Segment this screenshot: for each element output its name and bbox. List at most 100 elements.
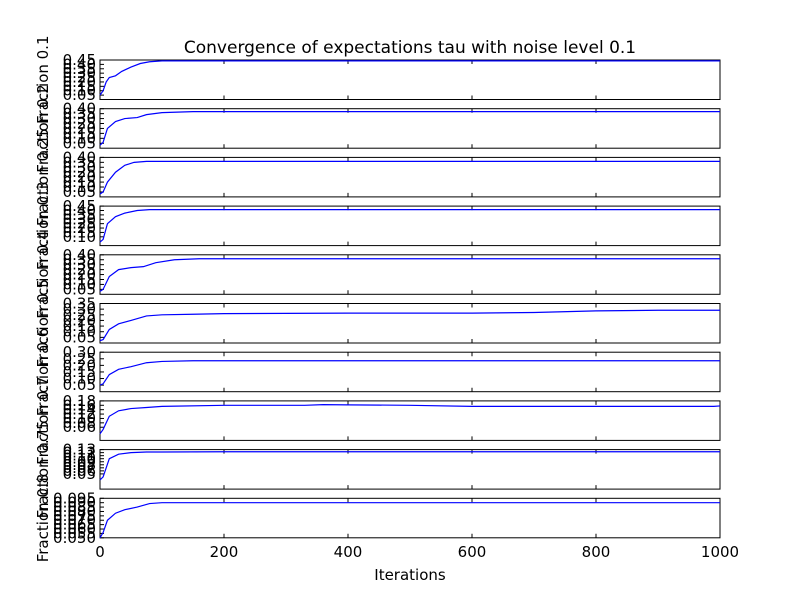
panel-4-y-axis-label: Fraction 0.3	[34, 182, 52, 271]
panel-6-y-tick-label: 0.30	[63, 300, 96, 318]
panel-4-series-line	[99, 209, 720, 243]
panel-3-y-tick-label: 0.10	[63, 178, 96, 196]
panel-6-y-tick-label: 0.10	[63, 323, 96, 341]
panel-3-y-tick-label: 0.40	[63, 148, 96, 166]
panel-7-frame	[99, 351, 721, 393]
panel-7-series-line	[99, 360, 720, 386]
panel-4-y-tick-label: 0.20	[63, 219, 96, 237]
panel-2-y-tick-label: 0.35	[63, 105, 96, 123]
panel-2-series-line	[99, 111, 720, 146]
panel-10-y-tick-label: 0.085	[53, 498, 96, 516]
panel-10-y-tick-label: 0.080	[53, 502, 96, 520]
panel-3-y-tick-label: 0.15	[63, 173, 96, 191]
panel-1-y-tick-label: 0.30	[63, 64, 96, 82]
panel-5-y-tick-label: 0.35	[63, 251, 96, 269]
panel-1-y-tick-label: 0.05	[63, 86, 96, 104]
panel-2-y-tick-label: 0.05	[63, 134, 96, 152]
panel-1-y-axis-label: Fraction 0.1	[34, 36, 52, 125]
panel-5-y-tick-label: 0.05	[63, 280, 96, 298]
panel-10-y-tick-label: 0.090	[53, 494, 96, 512]
panel-6-y-tick-label: 0.35	[63, 295, 96, 313]
panel-1-y-tick-label: 0.20	[63, 73, 96, 91]
panel-2-y-tick-label: 0.25	[63, 115, 96, 133]
panel-5-y-tick-label: 0.15	[63, 270, 96, 288]
panel-6-y-tick-label: 0.15	[63, 317, 96, 335]
panel-2-y-tick-label: 0.15	[63, 124, 96, 142]
panel-7-y-tick-label: 0.10	[63, 370, 96, 388]
x-axis-label: Iterations	[374, 566, 446, 584]
panel-10-y-tick-label: 0.075	[53, 507, 96, 525]
panel-10-y-tick-label: 0.060	[53, 520, 96, 538]
panel-3-y-axis-label: Fraction 0.25	[34, 128, 52, 226]
panel-8-y-tick-label: 0.14	[63, 401, 96, 419]
panel-7-y-tick-label: 0.05	[63, 376, 96, 394]
panel-8-frame	[99, 400, 721, 441]
panel-9-y-tick-label: 0.05	[63, 465, 96, 483]
panel-3-y-tick-label: 0.25	[63, 163, 96, 181]
panel-10-y-axis-label: Fraction 0.8	[34, 474, 52, 563]
panel-10-y-tick-label: 0.095	[53, 489, 96, 507]
panel-2-frame	[99, 108, 721, 149]
panel-4-y-tick-label: 0.45	[63, 197, 96, 215]
panel-7-y-tick-label: 0.20	[63, 356, 96, 374]
panel-5-y-tick-label: 0.20	[63, 266, 96, 284]
panel-2-y-tick-label: 0.30	[63, 110, 96, 128]
panel-1-y-tick-label: 0.10	[63, 82, 96, 100]
panel-5-y-tick-label: 0.30	[63, 256, 96, 274]
panel-5-frame	[99, 254, 721, 295]
panel-3-y-tick-label: 0.20	[63, 168, 96, 186]
panel-9-y-axis-label: Fraction 0.75	[34, 420, 52, 518]
panel-9-series-line	[99, 451, 720, 481]
panel-7-y-tick-label: 0.30	[63, 343, 96, 361]
panel-8-y-tick-label: 0.10	[63, 409, 96, 427]
panel-8-series-line	[99, 404, 721, 435]
panel-3-y-tick-label: 0.05	[63, 183, 96, 201]
panel-8-y-tick-label: 0.18	[63, 392, 96, 410]
panel-6-series-line	[99, 309, 720, 342]
panel-6-y-tick-label: 0.25	[63, 306, 96, 324]
panel-3-y-tick-label: 0.30	[63, 158, 96, 176]
panel-10-frame	[99, 497, 721, 539]
panel-2-y-tick-label: 0.10	[63, 129, 96, 147]
panel-10-y-tick-label: 0.050	[53, 529, 96, 547]
x-axis: 0 200 400 600 800 1000	[95, 543, 739, 561]
panel-6-frame	[99, 303, 721, 344]
panel-9-frame	[99, 449, 721, 490]
panel-3-y-tick-label: 0.35	[63, 153, 96, 171]
panel-9-y-tick-label: 0.13	[63, 441, 96, 459]
panel-1-y-tick-label: 0.45	[63, 51, 96, 69]
panel-3-frame	[99, 156, 721, 198]
panel-10-series-line	[99, 502, 720, 539]
panel-7-y-tick-label: 0.15	[63, 363, 96, 381]
panel-4-y-tick-label: 0.35	[63, 206, 96, 224]
panel-1-y-tick-label: 0.40	[63, 55, 96, 73]
panel-9-y-tick-label: 0.12	[63, 444, 96, 462]
panel-6-y-axis-label: Fraction 0.5	[34, 279, 52, 368]
x-tick-label: 400	[334, 543, 363, 561]
panel-4-y-tick-label: 0.10	[63, 228, 96, 246]
panel-9-y-tick-label: 0.07	[63, 459, 96, 477]
panel-10-y-tick-label: 0.065	[53, 516, 96, 534]
panel-10-y-tick-label: 0.055	[53, 524, 96, 542]
x-tick-label: 0	[95, 543, 105, 561]
panel-6-y-tick-label: 0.20	[63, 311, 96, 329]
panel-8-y-tick-label: 0.12	[63, 405, 96, 423]
panel-7-y-tick-label: 0.25	[63, 350, 96, 368]
x-tick-label: 200	[210, 543, 239, 561]
panel-4-y-tick-label: 0.30	[63, 210, 96, 228]
panel-5-y-tick-label: 0.25	[63, 261, 96, 279]
panel-5-y-axis-label: Fraction 0.4	[34, 230, 52, 319]
panel-4-frame	[99, 205, 721, 247]
panel-1-y-tick-label: 0.15	[63, 77, 96, 95]
panel-9-y-tick-label: 0.10	[63, 450, 96, 468]
panel-6-y-tick-label: 0.05	[63, 328, 96, 346]
panels-group: 0.050.100.150.200.250.300.350.400.45Frac…	[34, 36, 721, 563]
panel-1-y-tick-label: 0.25	[63, 69, 96, 87]
panel-8-y-tick-label: 0.06	[63, 418, 96, 436]
panel-10-y-tick-label: 0.070	[53, 511, 96, 529]
panel-9-y-tick-label: 0.06	[63, 462, 96, 480]
panel-5-y-tick-label: 0.40	[63, 246, 96, 264]
panel-8-y-tick-label: 0.08	[63, 414, 96, 432]
panel-5-y-tick-label: 0.10	[63, 275, 96, 293]
